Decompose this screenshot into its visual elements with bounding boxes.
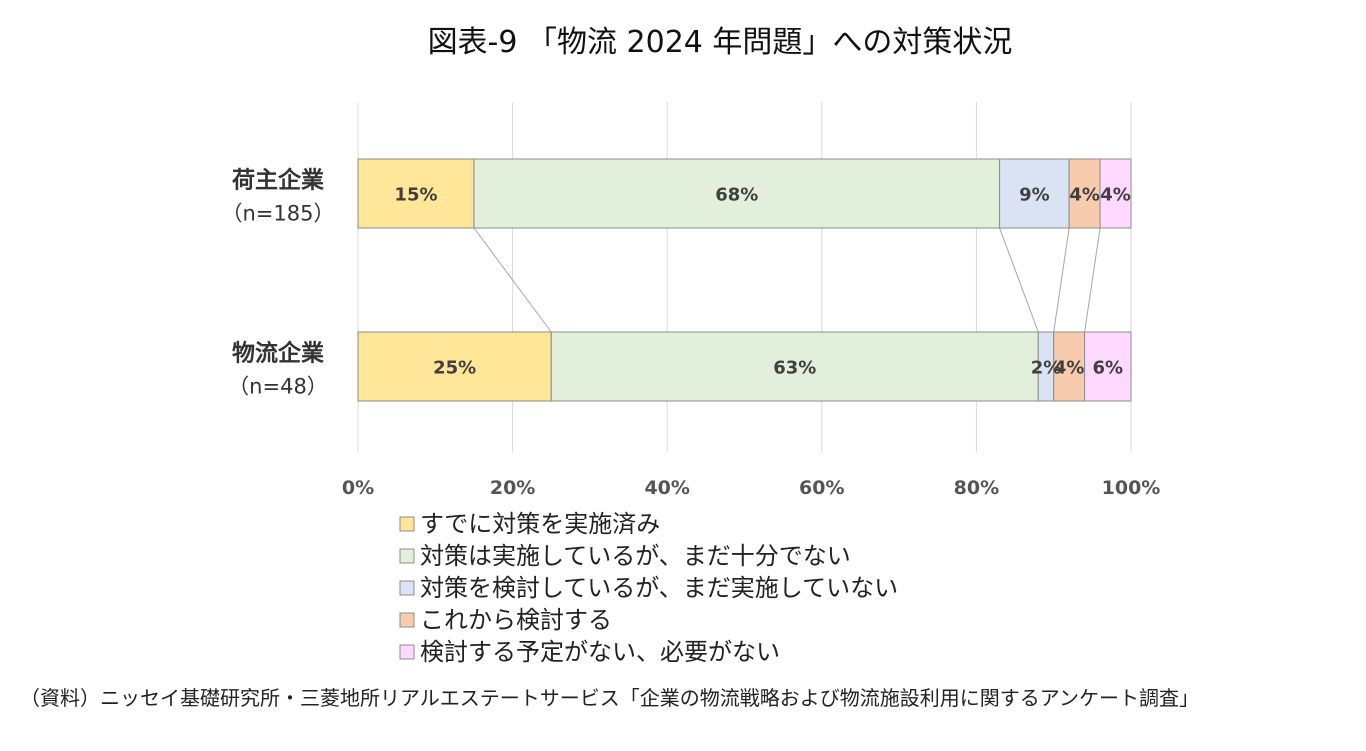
bar-data-label: 63% xyxy=(773,358,816,379)
bar-segment xyxy=(1053,331,1086,402)
series-lines xyxy=(473,227,1101,333)
bar-segment xyxy=(1084,331,1132,402)
x-tick-label: 80% xyxy=(954,477,999,499)
legend-label: これから検討する xyxy=(420,606,612,634)
legend-label: 検討する予定がない、必要がない xyxy=(420,638,780,666)
bar-data-label: 4% xyxy=(1054,358,1085,379)
bar-data-label: 15% xyxy=(394,185,437,206)
chart-title: 図表-9 「物流 2024 年問題」への対策状況 xyxy=(428,25,1013,60)
legend-swatch xyxy=(399,612,415,628)
series-line xyxy=(999,227,1039,333)
legend-swatch xyxy=(399,580,415,596)
bar-data-label: 25% xyxy=(433,358,476,379)
bar-segment xyxy=(357,158,475,229)
bar-segment xyxy=(550,331,1039,402)
legend-label: 対策を検討しているが、まだ実施していない xyxy=(420,574,898,602)
bar-segment xyxy=(1068,158,1101,229)
category-axis: 荷主企業 （n=185） 物流企業 （n=48） xyxy=(222,167,335,399)
bar-segment xyxy=(357,331,552,402)
bar-segment xyxy=(473,158,1001,229)
x-tick-label: 0% xyxy=(342,477,374,499)
x-tick-label: 60% xyxy=(799,477,844,499)
category-sublabel: （n=185） xyxy=(222,202,335,226)
bar-data-label: 68% xyxy=(715,185,758,206)
series-line xyxy=(1084,227,1101,333)
bar-data-label: 4% xyxy=(1069,185,1100,206)
source-note: （資料）ニッセイ基礎研究所・三菱地所リアルエステートサービス「企業の物流戦略およ… xyxy=(20,686,1199,710)
x-tick-label: 40% xyxy=(644,477,689,499)
x-tick-label: 20% xyxy=(490,477,535,499)
bar-data-label: 9% xyxy=(1019,185,1050,206)
legend: すでに対策を実施済み対策は実施しているが、まだ十分でない対策を検討しているが、ま… xyxy=(399,510,898,666)
data-labels: 15% 68% 9% 4% 4%25% 63% 2%4% 6% xyxy=(394,185,1130,379)
legend-swatch xyxy=(399,516,415,532)
bar-data-label: 2% xyxy=(1031,358,1062,379)
category-label: 物流企業 xyxy=(232,340,325,367)
bars xyxy=(357,158,1132,402)
category-sublabel: （n=48） xyxy=(228,375,328,399)
bar-data-label: 4% xyxy=(1100,185,1131,206)
legend-swatch xyxy=(399,644,415,660)
bar-data-label: 6% xyxy=(1093,358,1124,379)
bar-segment xyxy=(1099,158,1132,229)
series-line xyxy=(1053,227,1070,333)
legend-label: すでに対策を実施済み xyxy=(420,510,660,538)
category-label: 荷主企業 xyxy=(232,167,325,194)
x-tick-label: 100% xyxy=(1102,477,1161,499)
value-axis: 0% 20% 40% 60% 80% 100% xyxy=(342,477,1160,499)
series-line xyxy=(473,227,552,333)
bar-segment xyxy=(999,158,1070,229)
legend-label: 対策は実施しているが、まだ十分でない xyxy=(420,542,851,570)
legend-swatch xyxy=(399,548,415,564)
